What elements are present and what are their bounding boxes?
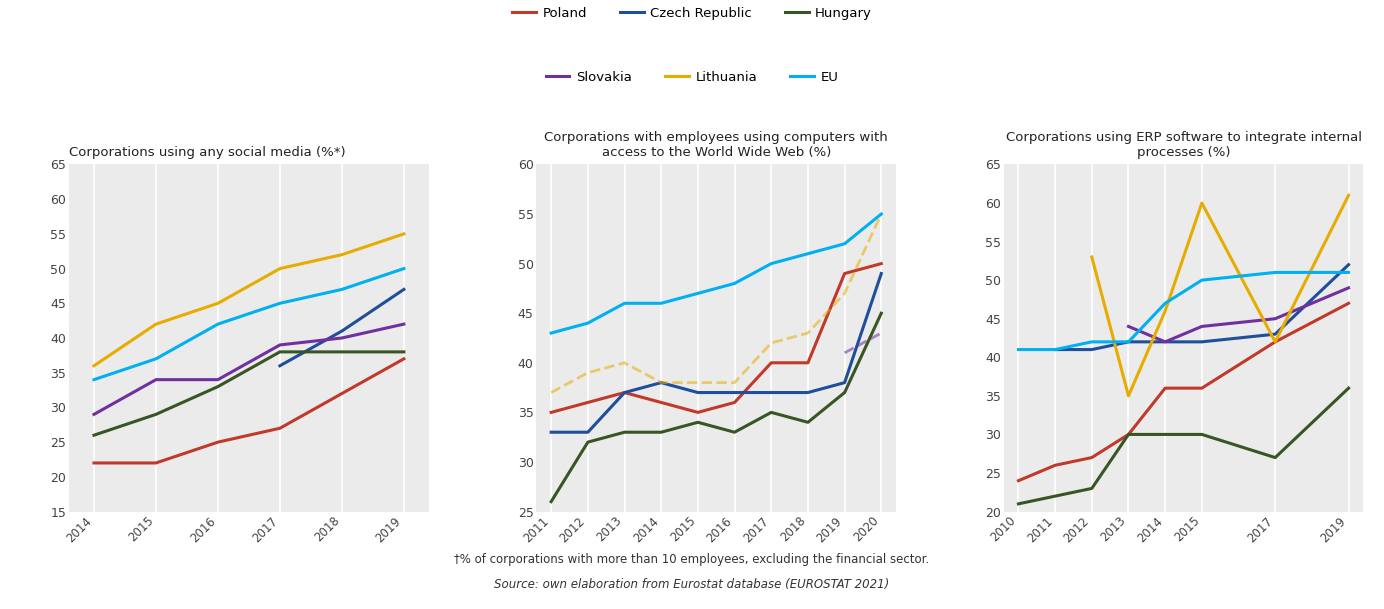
Title: Corporations with employees using computers with
access to the World Wide Web (%: Corporations with employees using comput… [544,131,889,159]
Text: †% of corporations with more than 10 employees, excluding the financial sector.: †% of corporations with more than 10 emp… [454,554,930,566]
Text: Source: own elaboration from Eurostat database (EUROSTAT 2021): Source: own elaboration from Eurostat da… [494,578,890,591]
Legend: Slovakia, Lithuania, EU: Slovakia, Lithuania, EU [545,71,839,83]
Legend: Poland, Czech Republic, Hungary: Poland, Czech Republic, Hungary [512,7,872,19]
Title: Corporations using ERP software to integrate internal
processes (%): Corporations using ERP software to integ… [1006,131,1362,159]
Text: Corporations using any social media (%*): Corporations using any social media (%*) [69,146,346,159]
